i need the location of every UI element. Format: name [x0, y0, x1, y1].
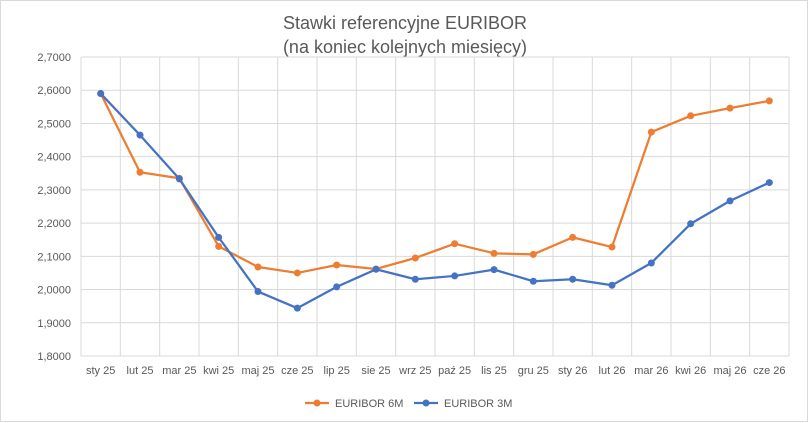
- chart-subtitle: (na koniec kolejnych miesięcy): [283, 37, 527, 57]
- y-tick-label: 1,8000: [37, 351, 71, 363]
- legend-marker: [313, 399, 321, 407]
- data-point: [293, 304, 301, 312]
- data-point: [175, 175, 183, 183]
- data-point: [647, 259, 655, 267]
- x-axis-tick-labels: sty 25 lut 25 mar 25 kwi 25 maj 25 cze 25 lip …: [86, 365, 786, 377]
- y-tick-label: 2,2000: [37, 218, 71, 230]
- y-axis-tick-labels: 1,8000 1,9000 2,0000 2,1000 2,2000 2,3000 2,40…: [37, 52, 71, 363]
- x-tick-label: mar 25: [162, 365, 196, 377]
- legend-label: EURIBOR 3M: [444, 398, 512, 410]
- x-tick-label: lut 26: [599, 365, 626, 377]
- x-tick-label: mar 26: [634, 365, 668, 377]
- x-tick-label: lut 25: [127, 365, 154, 377]
- data-point: [333, 261, 341, 269]
- x-tick-label: cze 26: [753, 365, 785, 377]
- y-tick-label: 2,6000: [37, 85, 71, 97]
- data-point: [490, 266, 498, 274]
- data-point: [687, 220, 695, 228]
- series-euribor-3m: [97, 90, 773, 312]
- data-point: [372, 265, 380, 273]
- data-point: [608, 281, 616, 289]
- data-point: [726, 197, 734, 205]
- x-tick-label: maj 26: [713, 365, 746, 377]
- y-tick-label: 2,7000: [37, 52, 71, 64]
- data-point: [411, 254, 419, 262]
- y-tick-label: 2,1000: [37, 251, 71, 263]
- y-tick-label: 2,0000: [37, 285, 71, 297]
- data-point: [647, 128, 655, 136]
- data-point: [529, 250, 537, 258]
- x-tick-label: sie 25: [361, 365, 390, 377]
- data-point: [254, 263, 262, 271]
- y-tick-label: 2,3000: [37, 185, 71, 197]
- data-point: [333, 283, 341, 291]
- series-layer: [97, 90, 773, 312]
- x-tick-label: sty 25: [86, 365, 115, 377]
- data-point: [451, 240, 459, 248]
- x-tick-label: paź 25: [438, 365, 471, 377]
- data-point: [765, 179, 773, 187]
- data-point: [765, 97, 773, 105]
- data-point: [254, 288, 262, 296]
- data-point: [293, 269, 301, 277]
- y-tick-label: 2,5000: [37, 118, 71, 130]
- x-tick-label: cze 25: [281, 365, 313, 377]
- x-tick-label: lis 25: [481, 365, 507, 377]
- data-point: [411, 275, 419, 283]
- x-tick-label: sty 26: [558, 365, 587, 377]
- data-point: [529, 277, 537, 285]
- data-point: [726, 104, 734, 112]
- data-point: [490, 249, 498, 257]
- series-line: [99, 92, 770, 310]
- data-point: [608, 243, 616, 251]
- legend-label: EURIBOR 6M: [335, 398, 403, 410]
- data-point: [215, 242, 223, 250]
- x-tick-label: maj 25: [241, 365, 274, 377]
- data-point: [97, 90, 105, 98]
- data-point: [451, 272, 459, 280]
- x-tick-label: kwi 26: [675, 365, 706, 377]
- x-tick-label: lip 25: [324, 365, 350, 377]
- y-tick-label: 2,4000: [37, 152, 71, 164]
- data-point: [215, 233, 223, 241]
- x-tick-label: kwi 25: [203, 365, 234, 377]
- x-tick-label: gru 25: [518, 365, 549, 377]
- data-point: [136, 131, 144, 139]
- legend: EURIBOR 6M EURIBOR 3M: [305, 398, 512, 410]
- data-point: [136, 168, 144, 176]
- legend-marker: [422, 399, 430, 407]
- legend-item: EURIBOR 3M: [414, 398, 512, 410]
- y-tick-label: 1,9000: [37, 318, 71, 330]
- data-point: [569, 233, 577, 241]
- data-point: [569, 275, 577, 283]
- series-line: [99, 93, 770, 275]
- legend-item: EURIBOR 6M: [305, 398, 403, 410]
- gridlines: [80, 56, 790, 357]
- data-point: [687, 112, 695, 120]
- chart-title: Stawki referencyjne EURIBOR: [283, 13, 527, 33]
- x-tick-label: wrz 25: [398, 365, 431, 377]
